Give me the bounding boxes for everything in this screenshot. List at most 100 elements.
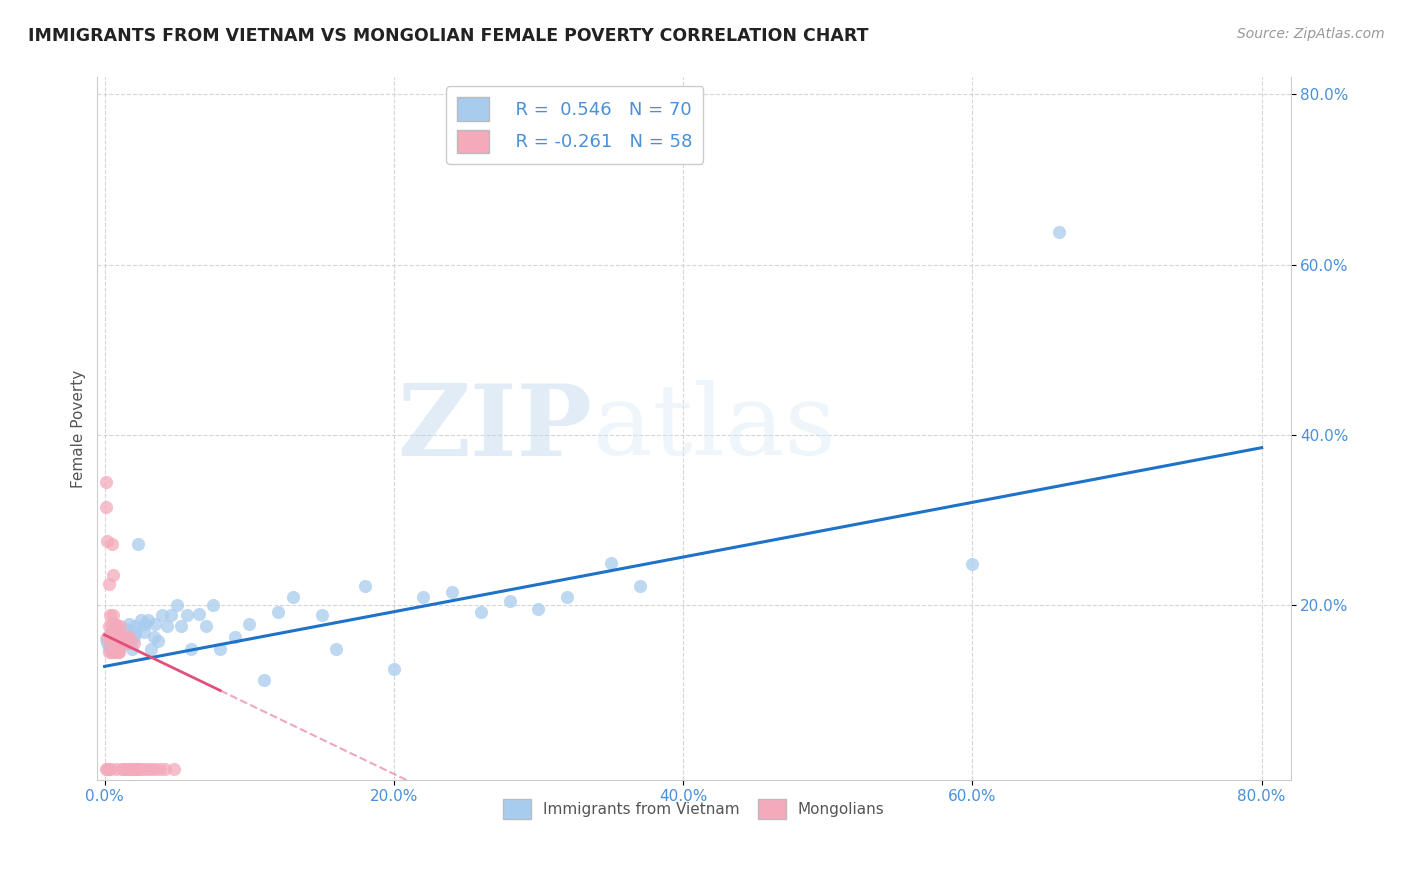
Point (101, 537, 124, 551)
Point (325, 642, 347, 657)
Point (122, 636, 145, 650)
Point (354, 579, 377, 593)
Point (107, 619, 129, 633)
Point (96, 534, 118, 549)
Point (238, 616, 260, 631)
Point (103, 568, 125, 582)
Point (628, 579, 651, 593)
Point (107, 645, 129, 659)
Point (267, 605, 290, 619)
Point (103, 625, 125, 640)
Point (104, 645, 127, 659)
Point (253, 673, 276, 687)
Point (103, 608, 125, 623)
Point (101, 624, 124, 638)
Point (98, 636, 121, 650)
Point (97, 642, 120, 657)
Point (96, 631, 118, 645)
Point (104, 616, 127, 631)
Point (103, 631, 125, 645)
Point (127, 537, 149, 551)
Point (97, 619, 120, 633)
Point (112, 636, 135, 650)
Point (125, 625, 148, 640)
Point (498, 594, 520, 608)
Point (120, 762, 142, 776)
Text: atlas: atlas (592, 381, 835, 476)
Point (127, 762, 149, 776)
Point (101, 616, 124, 631)
Point (194, 619, 217, 633)
Point (94, 475, 117, 489)
Point (110, 636, 132, 650)
Point (110, 619, 132, 633)
Point (107, 628, 129, 642)
Point (134, 616, 156, 631)
Point (281, 590, 304, 604)
Point (962, 558, 984, 572)
Point (112, 628, 135, 642)
Point (136, 762, 159, 776)
Point (98, 608, 121, 623)
Point (111, 633, 134, 648)
Point (117, 636, 139, 650)
Point (98, 628, 121, 642)
Point (108, 642, 131, 657)
Point (412, 590, 434, 604)
Point (166, 598, 188, 612)
Point (136, 614, 159, 628)
Point (94, 500, 117, 515)
Point (125, 762, 148, 776)
Y-axis label: Female Poverty: Female Poverty (72, 369, 86, 488)
Point (107, 622, 129, 636)
Point (105, 622, 128, 636)
Point (129, 762, 152, 776)
Point (156, 619, 179, 633)
Point (115, 631, 138, 645)
Point (103, 636, 125, 650)
Point (104, 625, 127, 640)
Point (557, 590, 579, 604)
Legend: Immigrants from Vietnam, Mongolians: Immigrants from Vietnam, Mongolians (498, 793, 890, 824)
Point (96, 636, 118, 650)
Point (94, 762, 117, 776)
Point (121, 642, 143, 657)
Point (117, 631, 139, 645)
Point (104, 636, 127, 650)
Point (104, 631, 127, 645)
Point (110, 628, 132, 642)
Point (94, 632, 117, 647)
Point (187, 607, 209, 621)
Point (117, 762, 139, 776)
Point (118, 616, 141, 631)
Point (121, 762, 143, 776)
Point (142, 631, 165, 645)
Point (139, 642, 162, 657)
Point (97, 577, 120, 591)
Point (97, 645, 120, 659)
Point (132, 762, 155, 776)
Text: ZIP: ZIP (398, 380, 592, 477)
Text: Source: ZipAtlas.com: Source: ZipAtlas.com (1237, 27, 1385, 41)
Point (124, 619, 146, 633)
Point (124, 762, 146, 776)
Point (118, 631, 141, 645)
Point (224, 631, 246, 645)
Point (115, 762, 138, 776)
Point (101, 633, 124, 648)
Point (105, 636, 128, 650)
Point (176, 608, 198, 623)
Point (97, 631, 120, 645)
Point (527, 602, 550, 616)
Point (148, 762, 170, 776)
Point (108, 645, 131, 659)
Point (111, 631, 134, 645)
Point (122, 631, 145, 645)
Point (110, 624, 132, 638)
Point (97, 762, 120, 776)
Point (132, 625, 155, 640)
Point (111, 762, 134, 776)
Point (114, 636, 136, 650)
Point (170, 619, 193, 633)
Point (108, 631, 131, 645)
